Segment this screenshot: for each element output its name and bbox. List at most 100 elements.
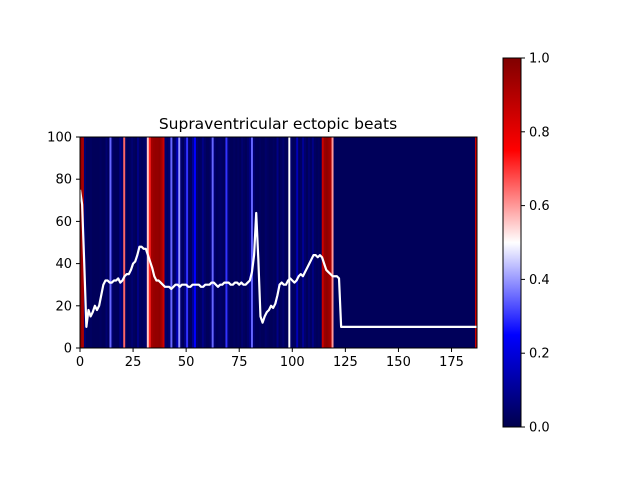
heatmap-cell: [229, 137, 232, 348]
heatmap-cell: [250, 137, 254, 348]
heatmap-cell: [225, 137, 229, 348]
heatmap-cell: [245, 137, 248, 348]
heatmap-cell: [402, 137, 405, 348]
heatmap-cell: [272, 137, 276, 348]
plot-frame: [79, 136, 478, 349]
heatmap-cell: [205, 137, 209, 348]
heatmap-cell: [333, 137, 337, 348]
heatmap-cell: [113, 137, 116, 348]
heatmap-cell: [284, 137, 287, 348]
heatmap-cell: [404, 137, 407, 348]
heatmap-cell: [410, 137, 413, 348]
heatmap-cell: [137, 137, 140, 348]
heatmap: [80, 137, 477, 348]
heatmap-cell: [158, 137, 162, 348]
heatmap-cell: [353, 137, 356, 348]
heatmap-cell: [193, 137, 197, 348]
heatmap-cell: [319, 137, 323, 348]
heatmap-cell: [469, 137, 472, 348]
heatmap-cell: [83, 137, 87, 348]
heatmap-cell: [109, 137, 113, 348]
heatmap-cell: [376, 137, 380, 348]
colorbar-frame: [502, 57, 522, 428]
colorbar-axis: 0.0 0.2 0.4 0.6 0.8 1.0: [521, 52, 550, 436]
heatmap-cell: [412, 137, 415, 348]
heatmap-cell: [445, 137, 449, 348]
heatmap-cell: [368, 137, 372, 348]
heatmap-cell: [351, 137, 354, 348]
heatmap-cell: [123, 137, 126, 348]
heatmap-cell: [91, 137, 95, 348]
x-tick-label: 125: [333, 355, 358, 370]
heatmap-cell: [423, 137, 427, 348]
heatmap-cell: [278, 137, 282, 348]
y-tick-label: 20: [55, 299, 72, 314]
heatmap-cell: [268, 137, 272, 348]
heatmap-cell: [372, 137, 376, 348]
heatmap-cell: [420, 137, 423, 348]
heatmap-cell: [233, 137, 236, 348]
heatmap-cell: [207, 137, 211, 348]
heatmap-cell: [164, 137, 168, 348]
heatmap-cell: [211, 137, 215, 348]
heatmap-cell: [282, 137, 285, 348]
heatmap-cell: [449, 137, 453, 348]
heatmap-cell: [355, 137, 358, 348]
heatmap-cell: [97, 137, 101, 348]
heatmap-cell: [475, 137, 477, 348]
heatmap-cell: [247, 137, 250, 348]
chart-title: Supraventricular ectopic beats: [159, 115, 397, 133]
heatmap-cell: [140, 137, 144, 348]
heatmap-cell: [219, 137, 223, 348]
heatmap-cell: [280, 137, 284, 348]
heatmap-cell: [172, 137, 175, 348]
heatmap-cell: [290, 137, 293, 348]
x-tick-label: 0: [76, 355, 84, 370]
heatmap-cell: [398, 137, 401, 348]
heatmap-cell: [249, 137, 252, 348]
heatmap-cell: [223, 137, 227, 348]
heatmap-cell: [270, 137, 274, 348]
heatmap-cell: [309, 137, 313, 348]
heatmap-cell: [300, 137, 303, 348]
heatmap-cell: [133, 137, 136, 348]
heatmap-cell: [170, 137, 173, 348]
heatmap-cell: [307, 137, 311, 348]
heatmap-cell: [239, 137, 242, 348]
colorbar-tick-label: 0.6: [529, 199, 550, 214]
heatmap-cell: [215, 137, 219, 348]
heatmap-cell: [390, 137, 394, 348]
heatmap-cell: [235, 137, 238, 348]
heatmap-cell: [321, 137, 325, 348]
heatmap-cell: [203, 137, 207, 348]
heatmap-cell: [302, 137, 305, 348]
heatmap-cell: [266, 137, 270, 348]
heatmap-cell: [370, 137, 374, 348]
heatmap-cell: [337, 137, 341, 348]
heatmap-cell: [392, 137, 396, 348]
heatmap-cell: [408, 137, 411, 348]
heatmap-cell: [296, 137, 299, 348]
heatmap-cell: [451, 137, 455, 348]
heatmap-cell: [386, 137, 390, 348]
y-axis: 0 20 40 60 80 100: [47, 131, 80, 357]
heatmap-cell: [131, 137, 134, 348]
heatmap-cell: [85, 137, 89, 348]
heatmap-cell: [384, 137, 388, 348]
heatmap-cell: [406, 137, 409, 348]
heatmap-cell: [345, 137, 348, 348]
heatmap-cell: [152, 137, 156, 348]
heatmap-cell: [441, 137, 445, 348]
heatmap-cell: [304, 137, 307, 348]
colorbar-tick-label: 1.0: [529, 52, 550, 67]
heatmap-cell: [437, 137, 441, 348]
x-tick-label: 150: [386, 355, 411, 370]
heatmap-cell: [117, 137, 120, 348]
heatmap-cell: [156, 137, 160, 348]
heatmap-cell: [418, 137, 421, 348]
heatmap-cell: [364, 137, 368, 348]
heatmap-cell: [276, 137, 280, 348]
y-tick-label: 60: [55, 215, 72, 230]
y-tick-label: 80: [55, 173, 72, 188]
heatmap-cell: [357, 137, 360, 348]
